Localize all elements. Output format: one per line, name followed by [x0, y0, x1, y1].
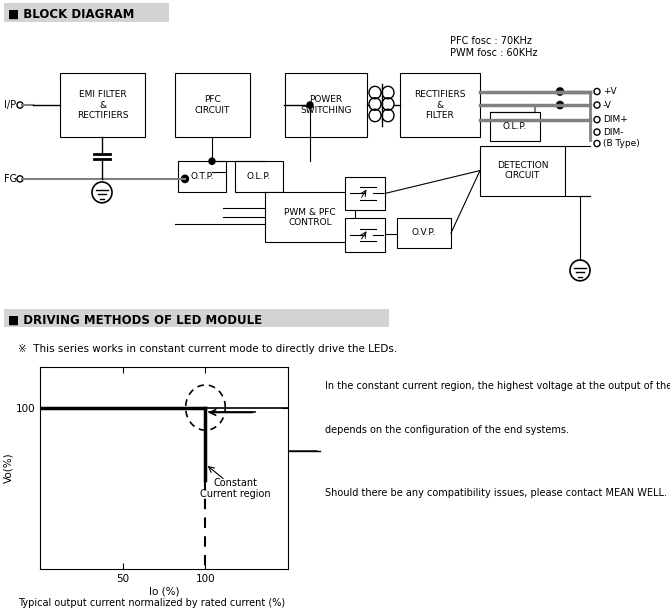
- Y-axis label: Vo(%): Vo(%): [3, 453, 13, 483]
- Bar: [397, 218, 451, 247]
- X-axis label: Io (%): Io (%): [149, 587, 180, 597]
- Text: O.L.P.: O.L.P.: [247, 173, 271, 181]
- Bar: [480, 146, 565, 195]
- Text: DIM-: DIM-: [603, 127, 624, 136]
- Text: FG: FG: [4, 174, 17, 184]
- Circle shape: [557, 88, 563, 95]
- Text: DIM+: DIM+: [603, 115, 628, 124]
- Bar: [4, 309, 389, 327]
- Circle shape: [557, 102, 563, 109]
- Bar: [4, 3, 169, 22]
- Text: O.L.P.: O.L.P.: [503, 122, 527, 132]
- Text: ※  This series works in constant current mode to directly drive the LEDs.: ※ This series works in constant current …: [18, 344, 397, 354]
- Bar: [265, 192, 355, 242]
- Bar: [400, 73, 480, 137]
- Text: I/P: I/P: [4, 100, 16, 110]
- Text: O.V.P.: O.V.P.: [412, 228, 436, 237]
- Bar: [175, 73, 250, 137]
- Text: In the constant current region, the highest voltage at the output of the driver: In the constant current region, the high…: [325, 381, 670, 390]
- Text: PWM & PFC
CONTROL: PWM & PFC CONTROL: [284, 207, 336, 227]
- Text: Constant
Current region: Constant Current region: [200, 477, 271, 499]
- Bar: [178, 161, 226, 192]
- Text: Should there be any compatibility issues, please contact MEAN WELL.: Should there be any compatibility issues…: [325, 488, 667, 498]
- Text: ■ DRIVING METHODS OF LED MODULE: ■ DRIVING METHODS OF LED MODULE: [8, 313, 262, 326]
- Text: Typical output current normalized by rated current (%): Typical output current normalized by rat…: [18, 598, 285, 608]
- Bar: [345, 177, 385, 210]
- Circle shape: [209, 158, 215, 164]
- Text: RECTIFIERS
&
FILTER: RECTIFIERS & FILTER: [414, 90, 466, 120]
- Circle shape: [182, 175, 188, 182]
- Text: -V: -V: [603, 100, 612, 110]
- Text: DETECTION
CIRCUIT: DETECTION CIRCUIT: [496, 161, 548, 181]
- Text: (B Type): (B Type): [603, 139, 640, 148]
- Text: PFC
CIRCUIT: PFC CIRCUIT: [195, 95, 230, 114]
- Text: PFC fosc : 70KHz
PWM fosc : 60KHz: PFC fosc : 70KHz PWM fosc : 60KHz: [450, 36, 537, 58]
- Circle shape: [307, 102, 313, 108]
- Bar: [345, 218, 385, 252]
- Text: depends on the configuration of the end systems.: depends on the configuration of the end …: [325, 425, 569, 435]
- Bar: [235, 161, 283, 192]
- Text: ■ BLOCK DIAGRAM: ■ BLOCK DIAGRAM: [8, 8, 135, 21]
- Text: +V: +V: [603, 87, 616, 96]
- Bar: [285, 73, 367, 137]
- Bar: [490, 113, 540, 141]
- Text: POWER
SWITCHING: POWER SWITCHING: [300, 95, 352, 114]
- Text: EMI FILTER
&
RECTIFIERS: EMI FILTER & RECTIFIERS: [77, 90, 128, 120]
- Text: O.T.P.: O.T.P.: [190, 173, 214, 181]
- Bar: [60, 73, 145, 137]
